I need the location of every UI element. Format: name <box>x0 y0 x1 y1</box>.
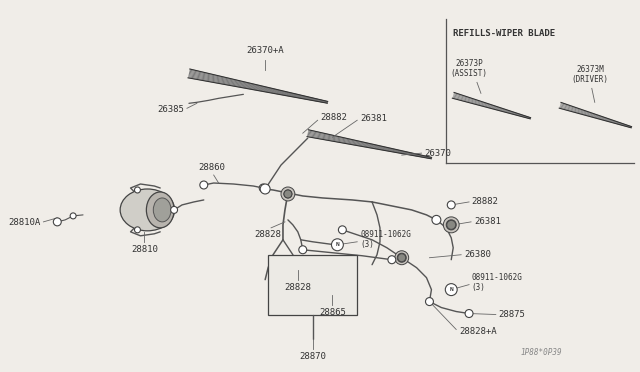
Text: 26370: 26370 <box>424 149 451 158</box>
Circle shape <box>397 253 406 262</box>
Circle shape <box>388 256 396 264</box>
Text: 08911-1062G
(3): 08911-1062G (3) <box>471 273 522 292</box>
Circle shape <box>200 181 208 189</box>
Text: REFILLS-WIPER BLADE: REFILLS-WIPER BLADE <box>453 29 556 38</box>
Text: 28810: 28810 <box>131 245 158 254</box>
Text: N: N <box>449 287 453 292</box>
Text: 26373P
(ASSIST): 26373P (ASSIST) <box>451 59 488 78</box>
Circle shape <box>284 190 292 198</box>
Circle shape <box>299 246 307 254</box>
Text: 26370+A: 26370+A <box>246 46 284 55</box>
Circle shape <box>395 251 409 265</box>
Circle shape <box>444 217 459 233</box>
Text: 26381: 26381 <box>474 217 501 227</box>
Circle shape <box>134 187 140 193</box>
Circle shape <box>284 190 292 198</box>
Circle shape <box>70 213 76 219</box>
Ellipse shape <box>120 189 175 231</box>
Text: 08911-1062G
(3): 08911-1062G (3) <box>360 230 411 250</box>
Text: 28875: 28875 <box>499 310 525 319</box>
Text: 28828+A: 28828+A <box>459 327 497 336</box>
Ellipse shape <box>154 198 171 222</box>
Text: 28860: 28860 <box>198 163 225 172</box>
Circle shape <box>281 187 295 201</box>
Text: 28882: 28882 <box>471 198 498 206</box>
Text: 26381: 26381 <box>360 114 387 123</box>
Circle shape <box>53 218 61 226</box>
Circle shape <box>445 283 457 296</box>
Text: 28865: 28865 <box>319 308 346 317</box>
Circle shape <box>171 206 177 214</box>
Circle shape <box>398 254 406 262</box>
Text: 28828: 28828 <box>284 283 311 292</box>
Circle shape <box>465 310 473 318</box>
Text: 26380: 26380 <box>464 250 491 259</box>
Circle shape <box>259 184 267 192</box>
Circle shape <box>339 226 346 234</box>
Text: N: N <box>335 242 339 247</box>
Bar <box>268 255 357 314</box>
Circle shape <box>260 184 270 194</box>
Circle shape <box>446 220 456 230</box>
Text: 26385: 26385 <box>157 105 184 114</box>
Text: 28882: 28882 <box>321 113 348 122</box>
Circle shape <box>332 239 343 251</box>
Circle shape <box>134 227 140 233</box>
Circle shape <box>447 220 456 229</box>
Circle shape <box>426 298 433 305</box>
Circle shape <box>447 201 455 209</box>
Text: 26373M
(DRIVER): 26373M (DRIVER) <box>572 65 608 84</box>
Circle shape <box>432 215 441 224</box>
Text: 1P88*0P39: 1P88*0P39 <box>520 348 562 357</box>
Text: 28828: 28828 <box>255 230 282 239</box>
Text: 28870: 28870 <box>300 352 326 361</box>
Text: 28810A: 28810A <box>8 218 40 227</box>
Ellipse shape <box>147 192 174 228</box>
